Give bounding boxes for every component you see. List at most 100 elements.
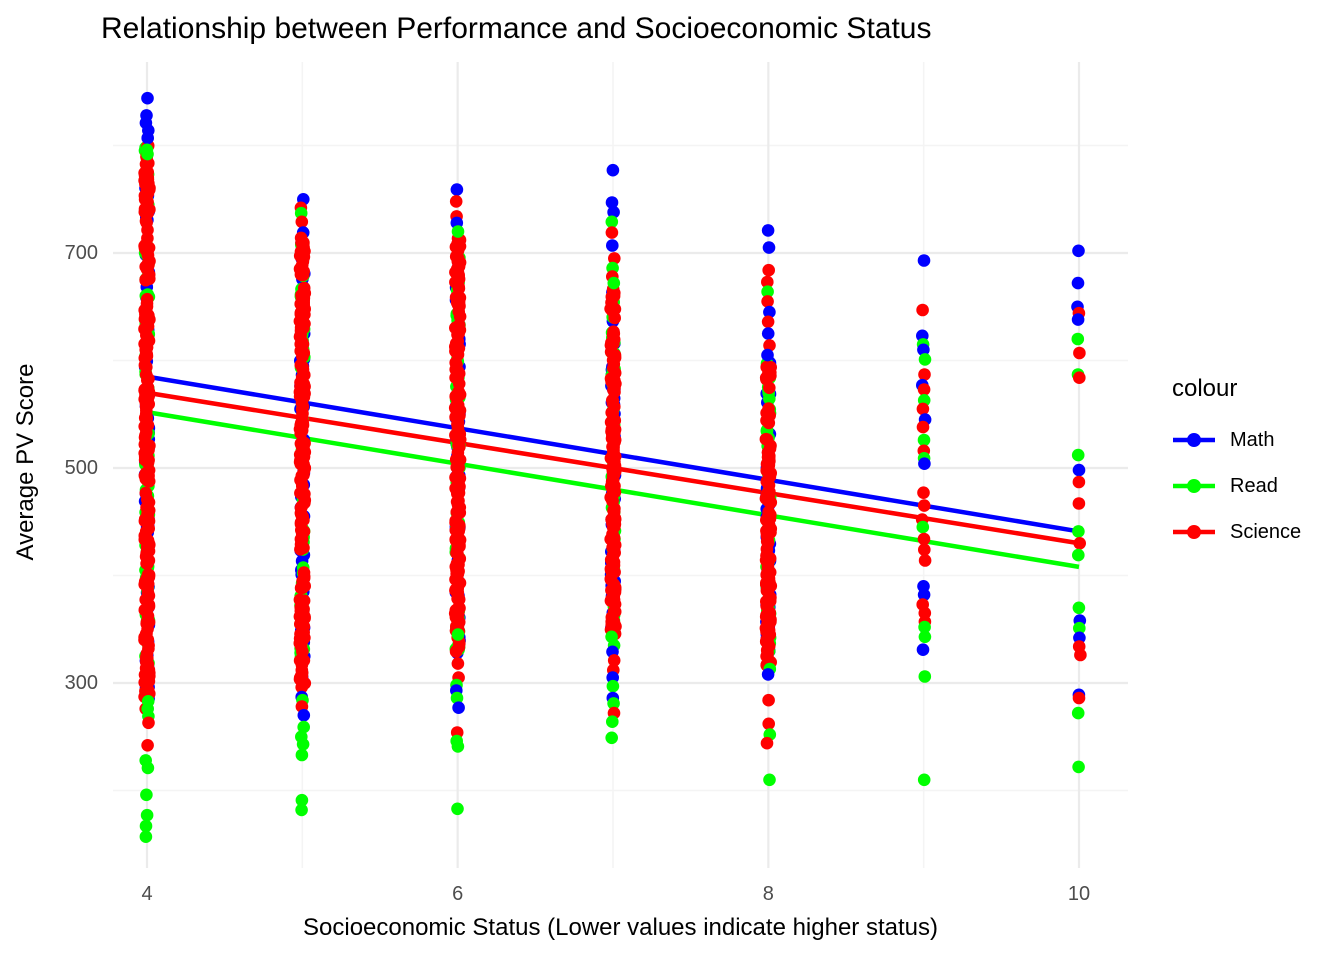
data-point-science <box>138 514 152 528</box>
data-point-math <box>606 239 619 252</box>
legend-key-dot <box>1187 479 1201 493</box>
x-axis-title: Socioeconomic Status (Lower values indic… <box>303 914 938 941</box>
data-point-math <box>606 163 620 177</box>
data-point-math <box>761 327 775 340</box>
data-point-science <box>607 376 620 389</box>
data-point-science <box>139 368 153 381</box>
x-tick-label-4: 4 <box>141 883 153 905</box>
data-point-read <box>918 630 932 644</box>
data-point-science <box>764 361 777 374</box>
data-point-science <box>607 593 621 607</box>
data-point-math <box>917 588 931 602</box>
data-point-science <box>761 617 774 631</box>
data-point-read <box>606 679 620 693</box>
data-point-science <box>294 669 308 683</box>
data-point-science <box>760 736 774 750</box>
data-point-science <box>606 428 619 441</box>
data-point-science <box>297 620 311 633</box>
data-point-read <box>1072 601 1086 615</box>
data-point-science <box>450 644 463 658</box>
data-point-science <box>139 400 153 414</box>
data-point-read <box>918 353 932 366</box>
data-point-science <box>1073 371 1086 385</box>
data-point-science <box>449 514 463 527</box>
data-point-read <box>605 731 618 745</box>
data-point-science <box>294 454 307 467</box>
data-point-science <box>762 717 775 731</box>
data-point-math <box>607 205 620 219</box>
data-point-science <box>451 242 465 255</box>
data-point-science <box>760 595 773 608</box>
data-point-read <box>141 147 154 161</box>
data-point-science <box>453 433 467 446</box>
data-point-science <box>139 604 152 617</box>
data-point-science <box>296 435 310 449</box>
data-point-science <box>608 581 622 594</box>
data-point-science <box>450 296 464 310</box>
data-point-science <box>140 493 154 506</box>
y-tick-label-700: 700 <box>64 242 98 264</box>
data-point-science <box>139 157 153 171</box>
data-point-science <box>916 402 930 416</box>
data-point-read <box>139 819 153 833</box>
data-point-science <box>142 309 155 323</box>
data-point-science <box>297 346 311 360</box>
data-point-science <box>452 282 466 295</box>
data-point-math <box>605 196 619 209</box>
data-point-science <box>296 605 310 619</box>
data-point-read <box>451 802 464 816</box>
data-point-science <box>450 346 464 360</box>
data-point-science <box>763 339 776 352</box>
data-point-math <box>917 254 931 267</box>
data-point-science <box>296 360 309 374</box>
data-point-science <box>918 368 931 381</box>
data-point-science <box>1072 691 1086 705</box>
data-point-math <box>917 343 930 357</box>
data-point-read <box>140 788 153 802</box>
data-point-read <box>917 773 931 787</box>
data-point-math <box>297 709 311 722</box>
legend-entry-label: Science <box>1230 520 1302 543</box>
data-point-math <box>761 348 774 362</box>
data-point-science <box>605 479 618 493</box>
data-point-science <box>140 445 154 459</box>
legend-entry-label: Math <box>1230 428 1275 451</box>
data-point-science <box>917 486 930 500</box>
legend-key-math <box>1173 433 1215 447</box>
data-point-read <box>450 691 464 705</box>
data-point-science <box>918 554 932 567</box>
data-point-science <box>140 292 154 306</box>
data-point-science <box>607 325 620 339</box>
data-point-read <box>916 520 930 534</box>
data-point-science <box>451 421 465 435</box>
data-point-read <box>607 697 620 710</box>
data-point-science <box>761 565 774 578</box>
data-point-math <box>450 183 464 196</box>
data-point-science <box>293 330 307 344</box>
data-point-science <box>917 383 931 396</box>
data-point-math <box>1072 463 1086 477</box>
data-point-science <box>451 657 465 670</box>
data-point-science <box>1073 537 1086 550</box>
data-point-math <box>761 224 775 237</box>
data-point-science <box>608 465 622 478</box>
data-point-math <box>1071 313 1085 326</box>
data-point-science <box>296 645 309 658</box>
data-point-science <box>139 260 152 274</box>
data-point-read <box>141 761 155 775</box>
data-point-science <box>1073 346 1086 360</box>
data-point-science <box>607 535 620 549</box>
data-point-read <box>451 628 465 641</box>
data-point-science <box>452 555 465 568</box>
data-point-science <box>453 453 467 467</box>
legend-key-read <box>1173 479 1215 493</box>
data-point-science <box>606 394 619 407</box>
data-point-science <box>916 303 929 317</box>
data-point-science <box>451 487 464 501</box>
data-point-read <box>295 803 308 817</box>
data-point-science <box>606 452 620 465</box>
data-point-read <box>295 793 309 807</box>
data-point-science <box>295 215 309 229</box>
